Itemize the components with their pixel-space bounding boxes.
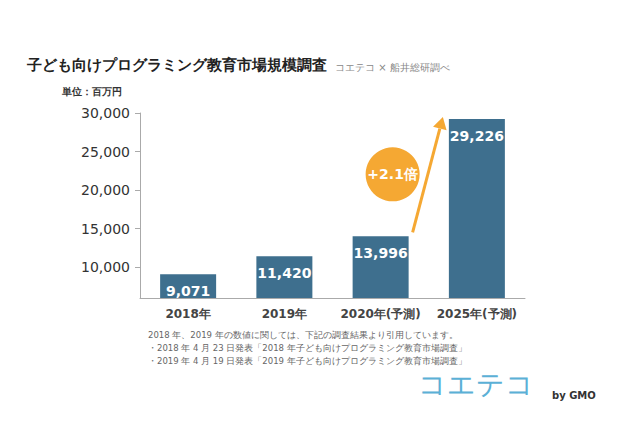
svg-text:+2.1倍: +2.1倍 [367,166,418,182]
svg-text:2018 年、2019 年の数値に関しては、下記の調査結果よ: 2018 年、2019 年の数値に関しては、下記の調査結果より引用しています。 [148,330,458,340]
svg-text:・2018 年 4 月 23 日発表「2018 年子ども向け: ・2018 年 4 月 23 日発表「2018 年子ども向けプログラミング教育市… [148,343,467,353]
svg-text:2018年: 2018年 [165,307,210,321]
svg-text:2025年(予測): 2025年(予測) [437,307,517,321]
svg-text:子ども向けプログラミング教育市場規模調査: 子ども向けプログラミング教育市場規模調査 [26,56,327,74]
svg-text:13,996: 13,996 [354,245,408,261]
svg-text:29,226: 29,226 [450,128,504,144]
svg-text:・2019 年 4 月 19 日発表「2019 年子ども向け: ・2019 年 4 月 19 日発表「2019 年子ども向けプログラミング教育市… [148,356,467,366]
svg-text:30,000: 30,000 [81,105,130,121]
svg-text:15,000: 15,000 [81,221,130,237]
svg-text:9,071: 9,071 [166,283,210,299]
svg-text:単位：百万円: 単位：百万円 [61,86,122,97]
svg-text:11,420: 11,420 [257,265,311,281]
svg-text:10,000: 10,000 [81,259,130,275]
svg-text:by GMO: by GMO [552,390,596,401]
svg-text:コエテコ: コエテコ [418,368,534,401]
svg-text:20,000: 20,000 [81,182,130,198]
svg-text:コエテコ × 船井総研調べ: コエテコ × 船井総研調べ [335,62,450,73]
svg-text:25,000: 25,000 [81,144,130,160]
svg-text:2019年: 2019年 [262,307,307,321]
svg-text:2020年(予測): 2020年(予測) [340,307,420,321]
